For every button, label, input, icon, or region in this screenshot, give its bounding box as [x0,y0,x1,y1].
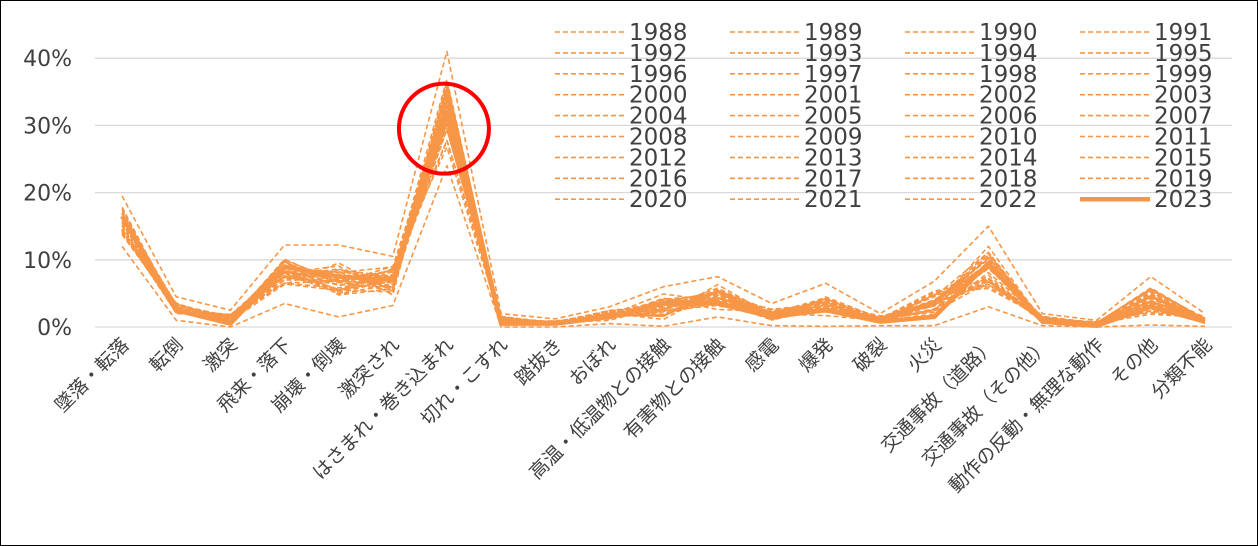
series-line-1988 [121,50,1206,322]
x-tick-label: 爆発 [795,334,837,376]
legend-label: 1992 [629,41,688,67]
legend-label: 2013 [804,145,863,171]
legend-label: 2006 [979,104,1038,130]
series-line-2005 [121,128,1206,325]
legend-label: 1994 [979,41,1038,67]
legend-label: 2008 [629,125,688,151]
x-tick-label: 分類不能 [1147,334,1216,403]
legend-label: 1988 [629,20,688,46]
series-lines [120,50,1206,328]
series-line-2022 [121,123,1206,326]
legend-label: 2005 [804,104,863,130]
x-tick-label: 火災 [903,334,945,376]
x-tick-label: 感電 [741,334,783,376]
y-axis-tick-labels: 0% 10% 20% 30% 40% [23,47,72,341]
legend-label: 1993 [804,41,863,67]
legend-label: 1991 [1154,20,1213,46]
legend-label: 2000 [629,83,688,109]
series-line-2018 [121,139,1206,325]
x-axis-tick-labels: 墜落・転落 転倒 激突飛来・落下崩壊・倒壊激突されはさまれ・巻き込まれ切れ・こすれ踏… [51,334,1217,497]
legend-label: 2004 [629,104,688,130]
x-tick-label: 転倒 [145,334,187,376]
legend-label: 2016 [629,166,688,192]
legend-label: 2012 [629,145,688,171]
legend-label: 2018 [979,166,1038,192]
x-tick-label: 踏抜き [511,334,567,390]
x-tick-label: 有害物との接触 [620,334,729,443]
legend-label: 1999 [1154,62,1213,88]
legend: 1988 1989 1990 1991 1992 1993 1994 1995 1996 1997… [555,20,1213,213]
legend-label: 2015 [1154,145,1213,171]
legend-label: 2001 [804,83,863,109]
legend-label: 2011 [1154,125,1213,151]
legend-label: 2002 [979,83,1038,109]
legend-label: 2021 [804,187,863,213]
x-tick-label: 激突 [199,334,241,376]
legend-label: 2010 [979,125,1038,151]
legend-label: 2022 [979,187,1038,213]
y-tick-label: 20% [23,182,72,207]
x-tick-label: 墜落・転落 [51,334,134,417]
legend-label: 2003 [1154,83,1213,109]
legend-label: 1989 [804,20,863,46]
series-line-2017 [121,100,1206,324]
legend-label: 1996 [629,62,688,88]
highlight-circle [396,81,491,176]
legend-label: 1995 [1154,41,1213,67]
y-tick-label: 10% [23,249,72,274]
legend-label: 2017 [804,166,863,192]
y-tick-label: 40% [23,47,72,72]
legend-label: 2009 [804,125,863,151]
legend-label: 1998 [979,62,1038,88]
legend-label: 1990 [979,20,1038,46]
annotation [396,81,491,176]
legend-label: 2020 [629,187,688,213]
legend-label: 1997 [804,62,863,88]
legend-label: 2014 [979,145,1038,171]
y-tick-label: 0% [37,316,72,341]
series-line-2023 [120,109,1206,328]
legend-label: 2019 [1154,166,1213,192]
y-tick-label: 30% [23,114,72,139]
legend-label: 2007 [1154,104,1213,130]
x-tick-label: 破裂 [849,334,891,376]
legend-label: 2023 [1154,187,1213,213]
